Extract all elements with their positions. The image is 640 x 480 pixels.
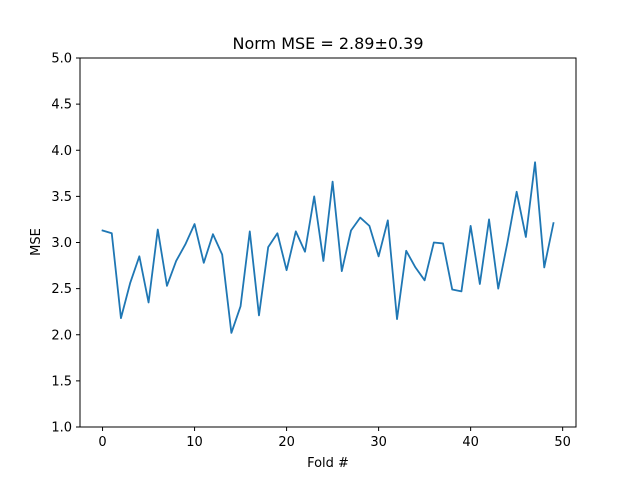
data-point xyxy=(488,219,490,221)
data-point xyxy=(405,250,407,252)
data-point xyxy=(525,236,527,238)
y-tick-label: 2.5 xyxy=(51,282,72,297)
data-point xyxy=(507,242,509,244)
x-axis-label: Fold # xyxy=(307,456,349,471)
y-tick-label: 1.5 xyxy=(51,374,72,389)
data-point xyxy=(184,243,186,245)
data-point xyxy=(111,232,113,234)
data-point xyxy=(129,282,131,284)
data-point xyxy=(166,285,168,287)
data-point xyxy=(221,254,223,256)
y-tick-label: 2.0 xyxy=(51,328,72,343)
data-point xyxy=(387,219,389,221)
data-point xyxy=(313,195,315,197)
data-point xyxy=(378,255,380,257)
x-tick-label: 10 xyxy=(186,435,203,450)
data-point xyxy=(534,161,536,163)
data-point xyxy=(157,229,159,231)
data-point xyxy=(470,225,472,227)
data-point xyxy=(479,283,481,285)
data-point xyxy=(451,289,453,291)
data-point xyxy=(424,279,426,281)
data-point xyxy=(323,260,325,262)
x-tick-label: 20 xyxy=(278,435,295,450)
x-tick-label: 30 xyxy=(370,435,387,450)
x-tick-label: 40 xyxy=(462,435,479,450)
data-point xyxy=(194,223,196,225)
data-point xyxy=(359,217,361,219)
x-tick-label: 50 xyxy=(554,435,571,450)
data-point xyxy=(203,262,205,264)
y-tick-label: 3.5 xyxy=(51,190,72,205)
data-point xyxy=(461,290,463,292)
data-point xyxy=(442,243,444,245)
y-tick-label: 1.0 xyxy=(51,421,72,436)
data-point xyxy=(276,232,278,234)
data-point xyxy=(433,242,435,244)
data-point xyxy=(249,231,251,233)
data-point xyxy=(295,231,297,233)
data-point xyxy=(286,269,288,271)
y-tick-label: 4.0 xyxy=(51,144,72,159)
data-point xyxy=(332,181,334,183)
plot-area: 0 10 20 30 40 50 1.0 1.5 2.0 2.5 3.0 3.5 4.0 4.5 5.0 xyxy=(51,52,577,450)
x-tick-label: 0 xyxy=(98,435,106,450)
data-point xyxy=(148,302,150,304)
data-point xyxy=(396,318,398,320)
data-point xyxy=(304,251,306,253)
data-point xyxy=(516,191,518,193)
data-point xyxy=(350,230,352,232)
y-tick-label: 5.0 xyxy=(51,52,72,67)
data-point xyxy=(102,230,104,232)
data-point xyxy=(543,267,545,269)
y-tick-label: 4.5 xyxy=(51,98,72,113)
data-point xyxy=(553,222,555,224)
y-tick-label: 3.0 xyxy=(51,236,72,251)
data-point xyxy=(369,225,371,227)
data-point xyxy=(497,288,499,290)
data-point xyxy=(120,317,122,319)
data-point xyxy=(258,314,260,316)
data-point xyxy=(240,305,242,307)
data-point xyxy=(341,270,343,272)
data-point xyxy=(212,233,214,235)
chart-title: Norm MSE = 2.89±0.39 xyxy=(232,34,423,53)
data-point xyxy=(415,267,417,269)
data-point xyxy=(175,260,177,262)
data-point xyxy=(230,332,232,334)
data-point xyxy=(267,246,269,248)
y-axis-label: MSE xyxy=(29,228,44,256)
data-point xyxy=(138,255,140,257)
series-line-0 xyxy=(101,161,555,334)
